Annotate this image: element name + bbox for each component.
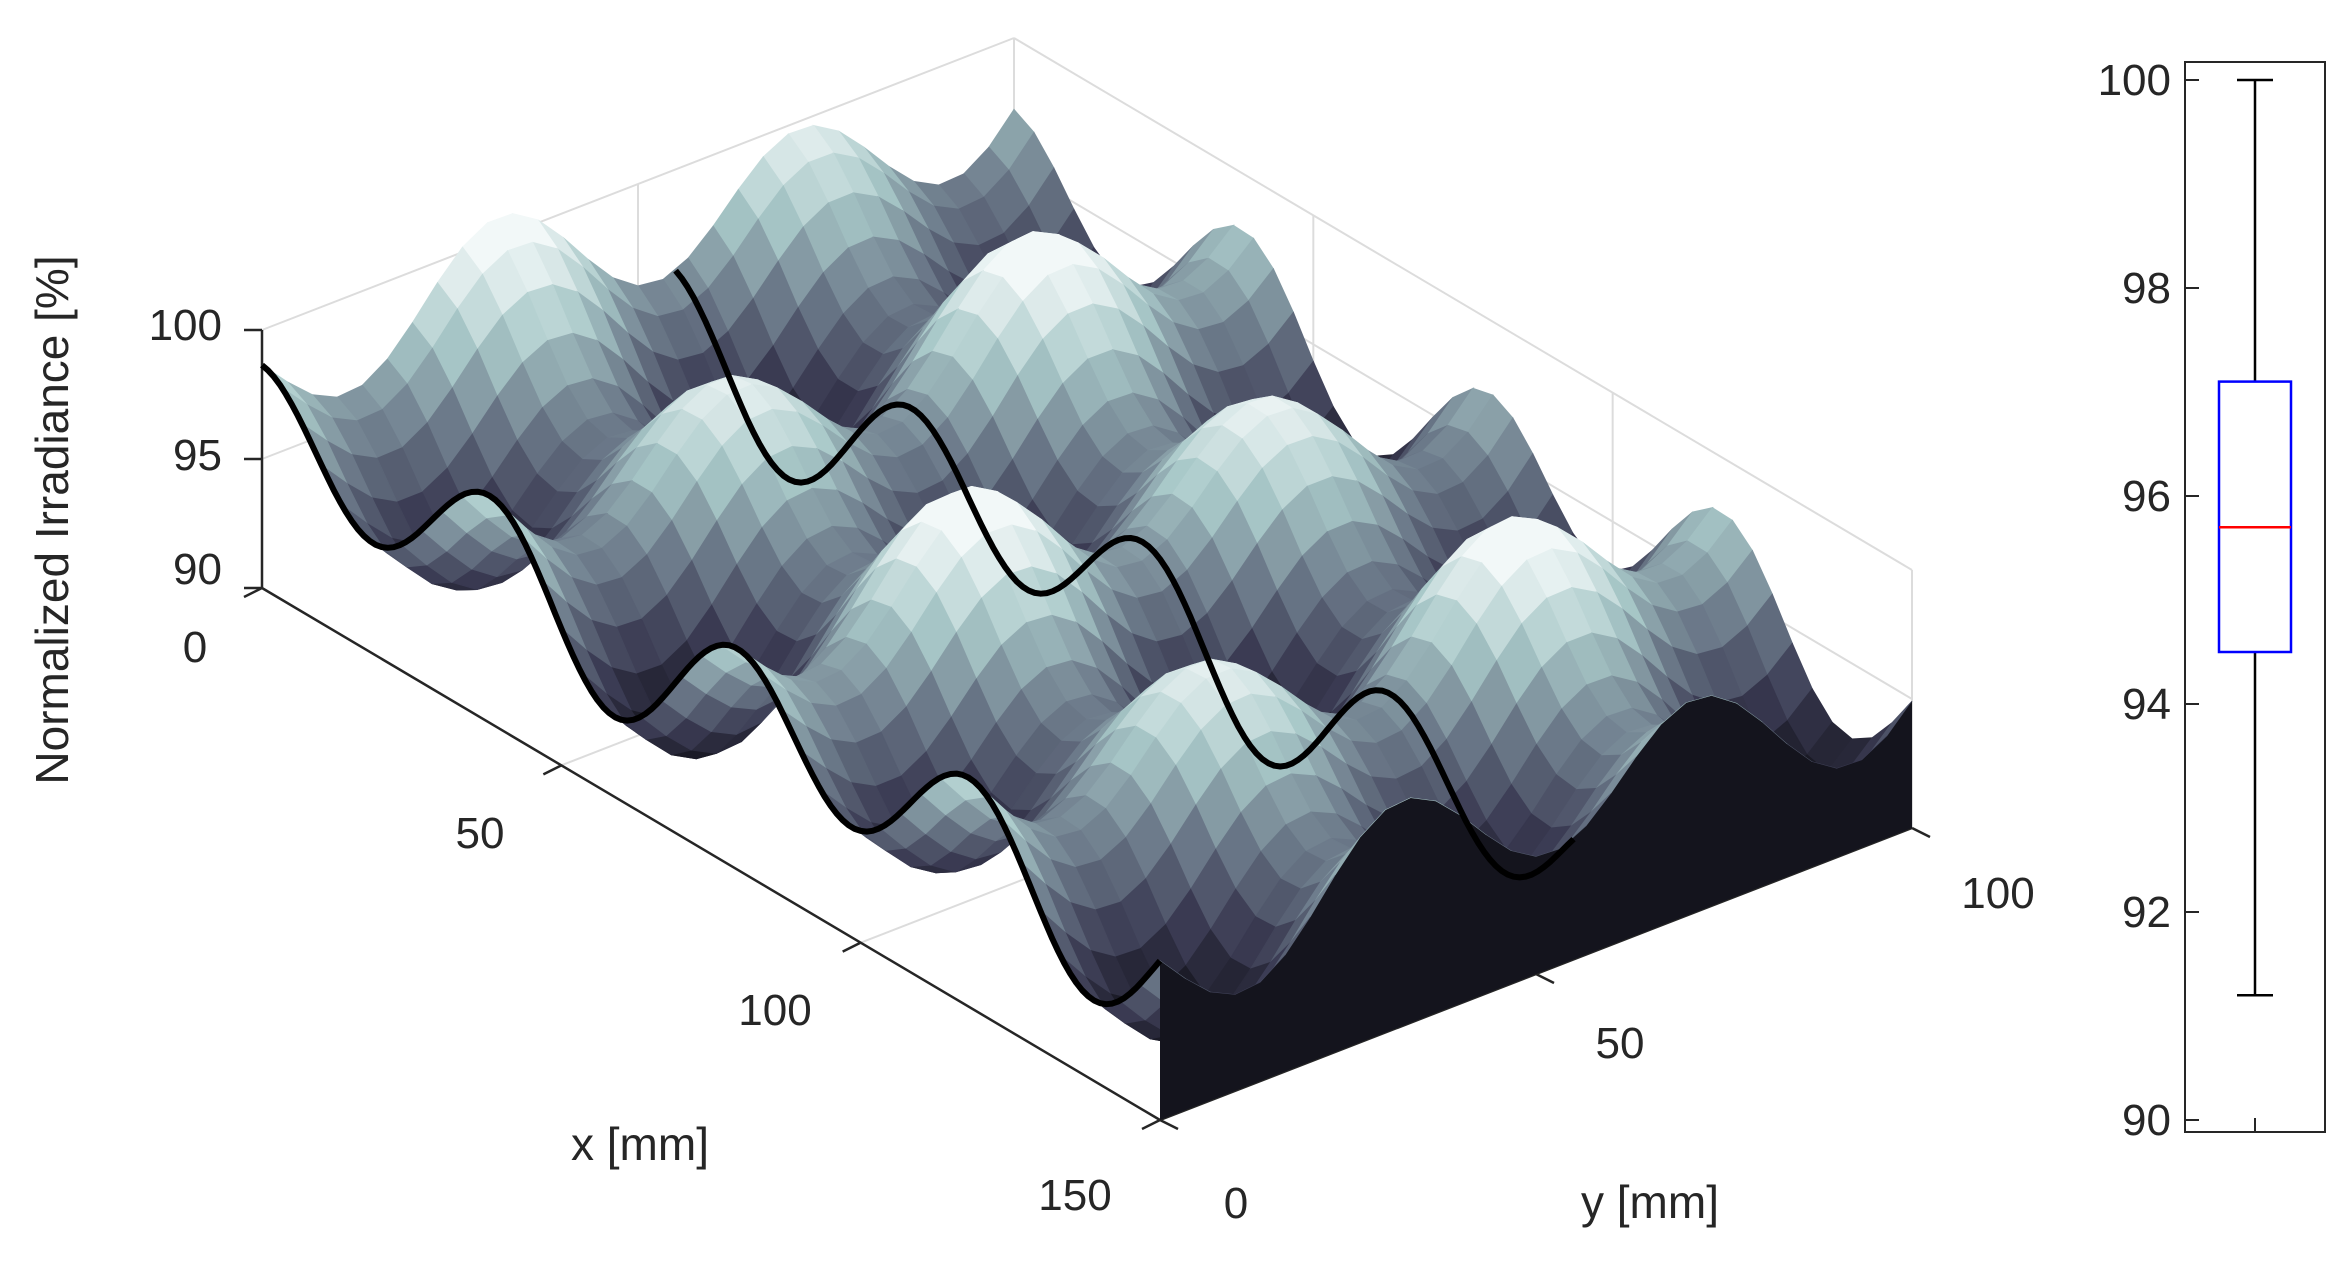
x-tick-mark <box>1141 1118 1161 1131</box>
interquartile-box <box>2217 380 2293 654</box>
y-tick-label: 0 <box>1224 1179 1248 1228</box>
z-tick-label: 95 <box>173 431 222 480</box>
boxplot-tick-label: 96 <box>2122 472 2171 521</box>
gridline <box>1013 37 1913 571</box>
z-tick-label: 100 <box>149 301 222 350</box>
x-tick-mark <box>243 586 263 599</box>
x-tick-labels: 0 50 100 150 <box>183 623 1112 1220</box>
y-tick-label: 100 <box>1961 869 2034 918</box>
boxplot-tick-label: 94 <box>2122 680 2171 729</box>
surface-plot: 0 50 100 150 x [mm] 0 50 100 y [mm] 90 9… <box>26 37 2035 1228</box>
profile-line <box>673 268 1576 881</box>
x-tick-label: 0 <box>183 623 207 672</box>
boxplot-tick-label: 92 <box>2122 888 2171 937</box>
y-tick-mark <box>1535 972 1555 985</box>
boxplot-tick-label: 100 <box>2098 56 2171 105</box>
boxplot-elements <box>2217 78 2293 997</box>
y-tick-labels: 0 50 100 <box>1224 869 2035 1228</box>
surface-mesh <box>261 108 1913 1120</box>
boxplot-y-ticks: 90 92 94 96 98 100 <box>2098 56 2256 1145</box>
profile-line <box>260 362 1163 1008</box>
y-tick-label: 50 <box>1596 1019 1645 1068</box>
y-axis-label: y [mm] <box>1581 1176 1719 1228</box>
z-tick-label: 90 <box>173 545 222 594</box>
x-tick-label: 50 <box>456 809 505 858</box>
z-tick-labels: 90 95 100 <box>149 301 222 594</box>
x-tick-label: 150 <box>1038 1171 1111 1220</box>
y-tick-mark <box>1159 1118 1179 1131</box>
y-tick-mark <box>1911 826 1931 839</box>
gridline <box>261 37 1015 331</box>
boxplot-tick-label: 98 <box>2122 264 2171 313</box>
surface-profile-lines <box>260 268 1576 1008</box>
x-tick-mark <box>842 941 862 953</box>
x-tick-label: 100 <box>738 986 811 1035</box>
x-axis-label: x [mm] <box>571 1118 709 1170</box>
x-tick-mark <box>542 764 562 776</box>
x-axis-line <box>261 586 1161 1122</box>
boxplot-tick-label: 90 <box>2122 1096 2171 1145</box>
surface-front-side <box>1160 695 1912 1120</box>
z-axis-label: Normalized Irradiance [%] <box>26 255 78 784</box>
boxplot: 90 92 94 96 98 100 <box>2098 56 2326 1145</box>
